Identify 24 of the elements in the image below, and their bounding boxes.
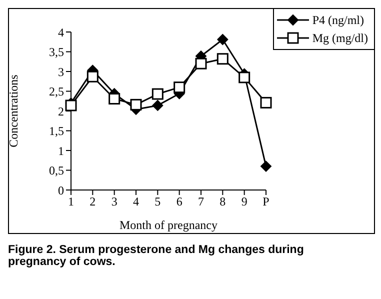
caption: Figure 2. Serum progesterone and Mg changes during pregnancy of cows. xyxy=(8,244,305,268)
y-axis-title: Concentrations xyxy=(6,74,20,148)
x-tick-label: 4 xyxy=(133,194,139,209)
y-tick-label: 3 xyxy=(58,64,64,79)
x-tick-label: 9 xyxy=(241,194,248,209)
legend-label: Mg (mg/dl) xyxy=(312,30,368,46)
x-tick-label: 7 xyxy=(198,194,204,209)
x-tick-label: 6 xyxy=(176,194,182,209)
y-tick-label: 0 xyxy=(58,183,64,198)
y-tick-label: 2 xyxy=(58,104,64,118)
y-tick-label: 1 xyxy=(58,144,64,158)
x-tick-label: 8 xyxy=(220,194,226,209)
y-tick-label: 4 xyxy=(58,25,64,40)
y-tick-label: 2,5 xyxy=(49,84,64,99)
x-tick-label: 2 xyxy=(90,194,96,209)
legend-label: P4 (ng/ml) xyxy=(312,12,364,28)
y-tick-label: 1,5 xyxy=(49,124,64,138)
y-tick-label: 3,5 xyxy=(49,45,64,60)
x-tick-label: 5 xyxy=(154,194,161,209)
x-tick-label: 1 xyxy=(68,194,74,209)
x-tick-label: 3 xyxy=(111,194,118,209)
x-axis-title: Month of pregnancy xyxy=(120,218,218,232)
y-tick-label: 0,5 xyxy=(49,164,64,178)
x-tick-label: P xyxy=(262,194,270,209)
